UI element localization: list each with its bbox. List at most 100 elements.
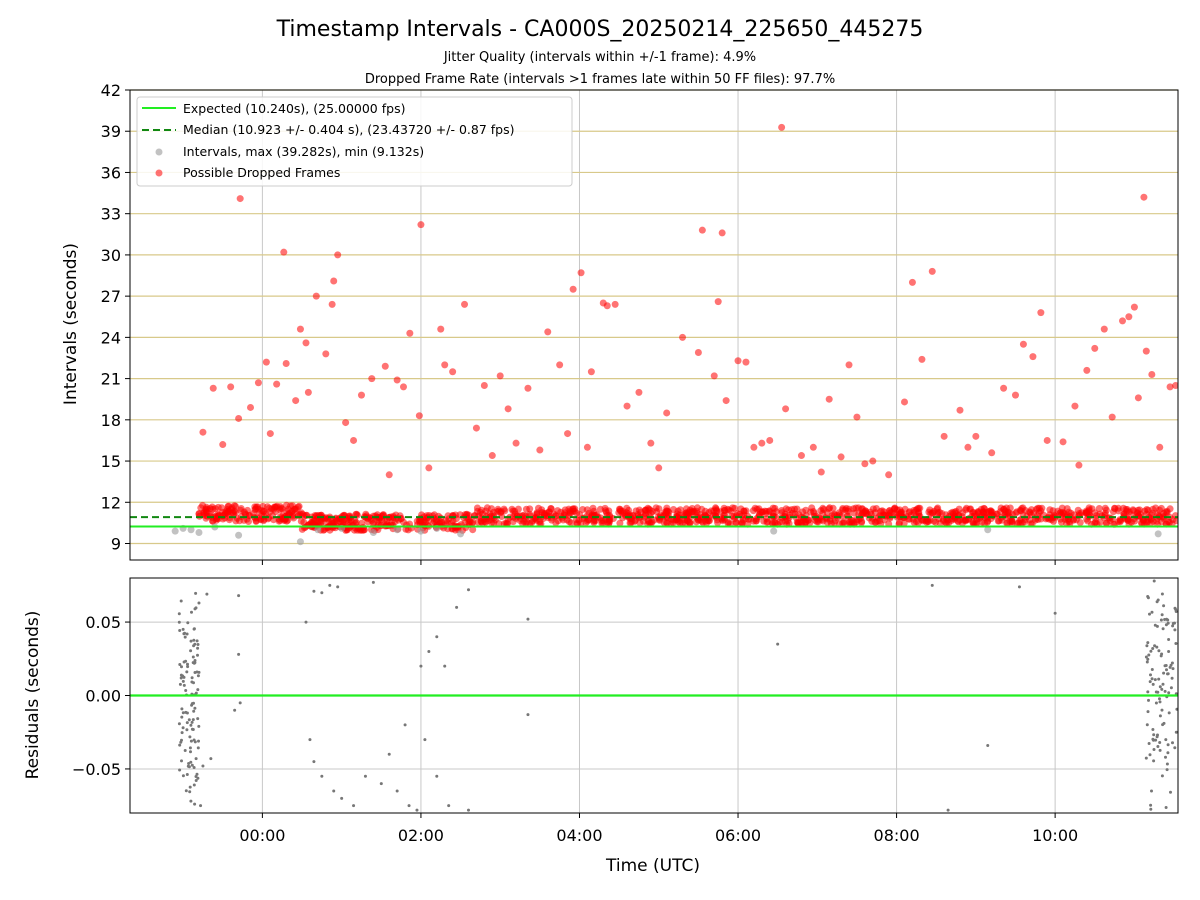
- residual-cluster-point: [179, 599, 183, 603]
- legend-swatch-dropped: [155, 169, 163, 177]
- residual-cluster-point: [1154, 701, 1158, 705]
- residual-cluster-point: [1149, 803, 1153, 807]
- residual-cluster-point: [1144, 655, 1148, 659]
- residual-cluster-point: [1154, 738, 1158, 742]
- residual-cluster-point: [1147, 742, 1151, 745]
- residual-point-9: [201, 764, 205, 768]
- dropped-point-35: [461, 300, 469, 308]
- residual-point-48: [1053, 611, 1057, 615]
- interval-point-9: [369, 529, 377, 537]
- dropped-point-99: [1125, 313, 1133, 321]
- dropped-point-37: [480, 381, 488, 389]
- dropped-band-point: [900, 519, 908, 527]
- dropped-band-point: [942, 519, 950, 527]
- interval-point-10: [393, 526, 401, 534]
- dropped-point-56: [679, 333, 687, 341]
- interval-point-3: [195, 529, 203, 537]
- residual-cluster-point: [193, 802, 197, 806]
- residual-point-35: [466, 588, 470, 592]
- dropped-point-112: [758, 439, 766, 447]
- residual-cluster-point: [185, 728, 189, 732]
- dropped-band-point: [579, 506, 587, 513]
- residual-cluster-point: [194, 775, 198, 778]
- bottom-axes-frame: [129, 577, 1179, 814]
- dropped-point-81: [928, 267, 936, 275]
- residual-point-5: [237, 594, 241, 598]
- dropped-band-point: [402, 525, 410, 533]
- x-tick-label-0: 00:00: [239, 826, 285, 845]
- residual-cluster-point: [189, 750, 192, 754]
- residual-cluster-point: [1166, 743, 1170, 747]
- dropped-band-point: [444, 512, 452, 520]
- residual-point-33: [447, 804, 451, 808]
- chart-title: Timestamp Intervals - CA000S_20250214_22…: [276, 17, 924, 42]
- dropped-band-point: [616, 507, 624, 515]
- dropped-band-point: [536, 517, 544, 525]
- top-ytick-label-2: 15: [101, 452, 121, 471]
- residual-cluster-point: [192, 738, 196, 742]
- dropped-band-point: [622, 509, 630, 517]
- residual-cluster-point: [185, 632, 189, 636]
- top-ytick-label-11: 42: [101, 81, 121, 100]
- dropped-band-point: [649, 507, 656, 515]
- residual-cluster-point: [1145, 660, 1149, 664]
- dropped-band-point: [490, 508, 497, 516]
- dropped-band-point: [1031, 516, 1039, 524]
- dropped-point-107: [304, 388, 312, 396]
- residual-point-46: [986, 743, 990, 747]
- residual-cluster-point: [1151, 647, 1155, 650]
- residual-cluster-point: [193, 706, 197, 710]
- dropped-band-point: [1074, 506, 1082, 514]
- dropped-point-27: [399, 383, 407, 391]
- residual-cluster-point: [182, 683, 186, 687]
- residual-cluster-point: [1160, 687, 1164, 691]
- dropped-band-point: [249, 509, 257, 517]
- top-ytick-label-4: 21: [101, 370, 121, 389]
- residual-cluster-point: [1159, 618, 1163, 622]
- interval-point-5: [235, 531, 243, 539]
- dropped-band-point: [478, 519, 486, 527]
- residual-cluster-point: [179, 740, 183, 744]
- dropped-point-19: [330, 277, 338, 285]
- dropped-point-41: [524, 384, 532, 392]
- dropped-point-14: [296, 325, 304, 333]
- residual-cluster-point: [1158, 697, 1161, 701]
- dropped-point-3: [227, 383, 235, 391]
- dropped-band-point: [1115, 518, 1122, 525]
- residual-point-26: [395, 789, 399, 793]
- dropped-band-point: [1160, 513, 1167, 521]
- interval-point-16: [1154, 530, 1162, 538]
- residual-cluster-point: [178, 663, 182, 666]
- residual-cluster-point: [1164, 623, 1168, 627]
- dropped-band-point: [1037, 515, 1045, 523]
- residual-cluster-point: [1173, 621, 1176, 625]
- top-ytick-label-0: 9: [111, 535, 121, 554]
- dropped-point-61: [718, 229, 726, 237]
- residual-cluster-point: [179, 673, 183, 677]
- residual-cluster-point: [187, 718, 191, 722]
- residual-cluster-point: [189, 799, 193, 803]
- dropped-band-point: [769, 512, 777, 520]
- dropped-band-point: [859, 509, 867, 517]
- dropped-point-82: [940, 432, 948, 440]
- dropped-point-62: [722, 397, 730, 405]
- residual-point-30: [403, 723, 407, 727]
- residual-cluster-point: [1162, 671, 1166, 675]
- dropped-point-58: [698, 226, 706, 234]
- dropped-band-point: [294, 512, 302, 520]
- dropped-point-38: [496, 372, 504, 380]
- top-axes-frame: [129, 89, 1179, 561]
- dropped-point-75: [853, 413, 861, 421]
- residual-cluster-point: [197, 724, 201, 728]
- dropped-band-point: [820, 506, 828, 513]
- residual-cluster-point: [195, 772, 199, 776]
- residual-cluster-point: [196, 674, 200, 678]
- residual-cluster-point: [196, 643, 200, 646]
- top-points: [171, 123, 1178, 546]
- dropped-band-point: [955, 505, 963, 513]
- dropped-band-point: [725, 506, 733, 514]
- dropped-point-22: [350, 436, 358, 444]
- intervals-plot: 9 12 15 18 21 24 27 30 33 36 39 42: [101, 81, 1179, 565]
- residual-point-13: [312, 589, 316, 593]
